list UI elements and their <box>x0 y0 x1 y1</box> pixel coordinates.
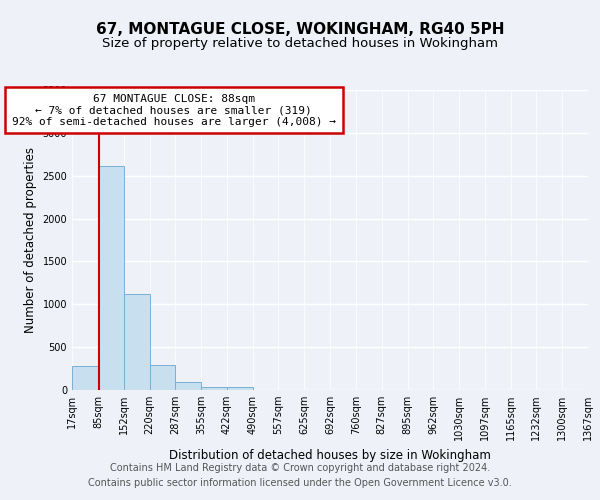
Bar <box>124 294 149 390</box>
Text: Size of property relative to detached houses in Wokingham: Size of property relative to detached ho… <box>102 38 498 51</box>
Text: Contains HM Land Registry data © Crown copyright and database right 2024.
Contai: Contains HM Land Registry data © Crown c… <box>88 462 512 487</box>
Y-axis label: Number of detached properties: Number of detached properties <box>24 147 37 333</box>
Bar <box>149 365 175 390</box>
Text: 67 MONTAGUE CLOSE: 88sqm
← 7% of detached houses are smaller (319)
92% of semi-d: 67 MONTAGUE CLOSE: 88sqm ← 7% of detache… <box>12 94 336 126</box>
X-axis label: Distribution of detached houses by size in Wokingham: Distribution of detached houses by size … <box>169 448 491 462</box>
Text: 67, MONTAGUE CLOSE, WOKINGHAM, RG40 5PH: 67, MONTAGUE CLOSE, WOKINGHAM, RG40 5PH <box>96 22 504 38</box>
Bar <box>175 382 201 390</box>
Bar <box>72 366 98 390</box>
Bar <box>201 387 227 390</box>
Bar <box>227 388 253 390</box>
Bar <box>98 166 124 390</box>
